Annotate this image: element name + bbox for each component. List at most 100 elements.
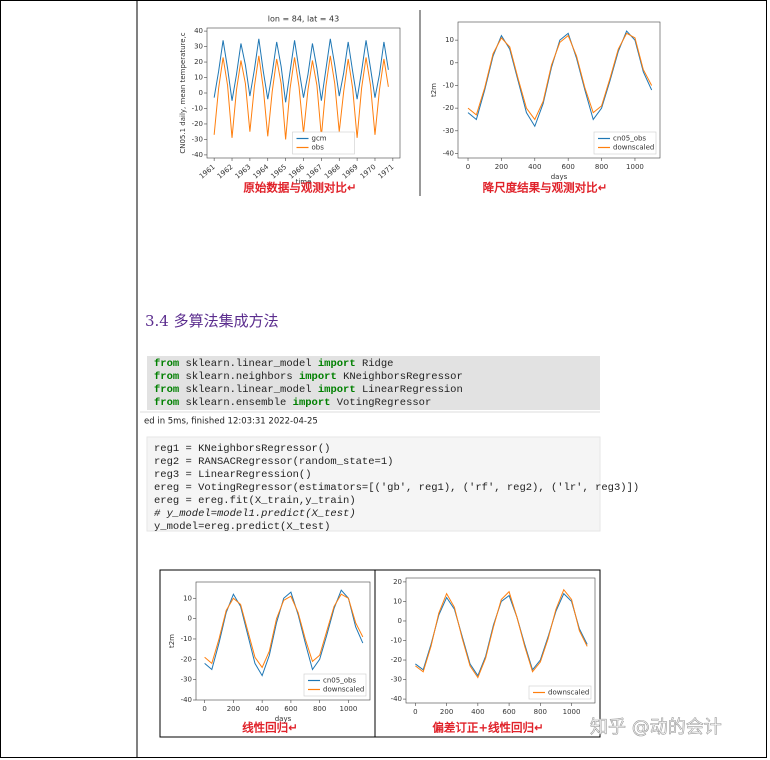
legend-label: downscaled (323, 686, 364, 694)
y-tick-label: 20 (393, 578, 402, 586)
x-tick-label: 600 (502, 708, 515, 716)
x-tick-label: 1964 (252, 163, 271, 181)
y-tick-label: -30 (391, 676, 402, 684)
x-tick-label: 1000 (563, 708, 581, 716)
legend (593, 131, 657, 155)
series-line (204, 593, 364, 669)
keyword: import (318, 358, 356, 370)
x-tick-label: 600 (284, 705, 297, 713)
x-tick-label: 1970 (359, 163, 378, 181)
keyword: import (299, 371, 337, 383)
legend (292, 131, 355, 155)
x-axis-label: days (275, 715, 292, 723)
series-line (213, 55, 389, 140)
x-tick-label: 800 (313, 705, 326, 713)
x-tick-label: 1965 (269, 163, 288, 181)
x-tick-label: 600 (561, 163, 574, 171)
x-axis-label: days (551, 173, 568, 181)
caption: 降尺度结果与观测对比↵ (483, 181, 608, 195)
x-tick-label: 200 (495, 163, 508, 171)
y-axis-label: t2m (430, 83, 438, 97)
code-text: sklearn.linear_model (179, 384, 318, 396)
code-text: sklearn.neighbors (179, 371, 299, 383)
x-tick-label: 1968 (323, 163, 342, 181)
y-tick-label: -10 (181, 635, 192, 643)
y-tick-label: 0 (450, 59, 454, 67)
y-tick-label: 20 (194, 58, 203, 66)
x-tick-label: 1961 (198, 163, 217, 181)
code-text: sklearn.ensemble (179, 397, 292, 409)
legend-label: obs (312, 144, 325, 152)
keyword: from (154, 358, 179, 370)
y-tick-label: -10 (443, 81, 454, 89)
keyword: import (318, 384, 356, 396)
x-tick-label: 200 (227, 705, 240, 713)
y-tick-label: 0 (398, 617, 402, 625)
caption: 线性回归↵ (242, 721, 298, 735)
code-text: Ridge (356, 358, 394, 370)
x-tick-label: 1971 (377, 163, 396, 181)
code-comment: # y_model=model1.predict(X_test) (154, 508, 356, 520)
code-text: VotingRegressor (330, 397, 431, 409)
y-axis-label: CN05.1 daily, mean temperature,c (179, 32, 187, 153)
series-line (415, 592, 588, 677)
legend (528, 685, 592, 700)
keyword: import (293, 397, 331, 409)
y-tick-label: -30 (443, 127, 454, 135)
y-tick-label: -10 (192, 104, 203, 112)
y-tick-label: -10 (391, 637, 402, 645)
watermark: 知乎 @动的会计 (590, 717, 722, 738)
code-line: reg1 = KNeighborsRegressor() (154, 443, 330, 455)
y-tick-label: -20 (443, 104, 454, 112)
x-tick-label: 800 (534, 708, 547, 716)
code-block (147, 356, 600, 410)
legend-label: gcm (312, 135, 327, 143)
x-tick-label: 800 (595, 163, 608, 171)
code-line: ereg = ereg.fit(X_train,y_train) (154, 495, 356, 507)
y-tick-label: 0 (188, 615, 192, 623)
x-tick-label: 1969 (341, 163, 360, 181)
chart-title: lon = 84, lat = 43 (268, 15, 339, 24)
y-tick-label: 0 (199, 89, 203, 97)
y-tick-label: 10 (393, 597, 402, 605)
y-tick-label: -30 (192, 135, 203, 143)
status: ed in 5ms, finished 12:03:31 2022-04-25 (144, 417, 318, 427)
x-tick-label: 0 (202, 705, 206, 713)
code-line: from sklearn.ensemble import VotingRegre… (154, 397, 431, 409)
keyword: from (154, 371, 179, 383)
y-tick-label: -20 (181, 655, 192, 663)
code-line: from sklearn.linear_model import LinearR… (154, 384, 463, 396)
y-tick-label: -40 (192, 151, 203, 159)
x-tick-label: 400 (471, 708, 484, 716)
code-block (146, 436, 601, 532)
x-tick-label: 200 (440, 708, 453, 716)
y-tick-label: -40 (443, 149, 454, 157)
x-tick-label: 1962 (216, 163, 235, 181)
keyword: from (154, 384, 179, 396)
y-axis-label: t2m (168, 634, 176, 648)
caption: 偏差订正+线性回归↵ (432, 721, 543, 735)
x-axis-label: time (296, 178, 312, 186)
y-tick-label: 30 (194, 43, 203, 51)
y-tick-label: -40 (391, 695, 402, 703)
code-line: from sklearn.linear_model import Ridge (154, 358, 393, 370)
legend (303, 673, 367, 697)
y-tick-label: -20 (192, 120, 203, 128)
legend-label: cn05_obs (613, 135, 646, 143)
y-tick-label: 10 (445, 36, 454, 44)
plot-area (405, 577, 596, 704)
series-line (415, 588, 588, 679)
y-tick-label: 10 (183, 594, 192, 602)
caption: 原始数据与观测对比↵ (243, 181, 356, 195)
code-line: from sklearn.neighbors import KNeighbors… (154, 371, 463, 383)
code-text: LinearRegression (356, 384, 463, 396)
x-tick-label: 0 (413, 708, 417, 716)
series-line (467, 32, 653, 121)
figure-table (159, 569, 601, 738)
y-tick-label: -40 (181, 696, 192, 704)
x-tick-label: 1963 (234, 163, 253, 181)
keyword: from (154, 397, 179, 409)
x-tick-label: 1000 (340, 705, 358, 713)
